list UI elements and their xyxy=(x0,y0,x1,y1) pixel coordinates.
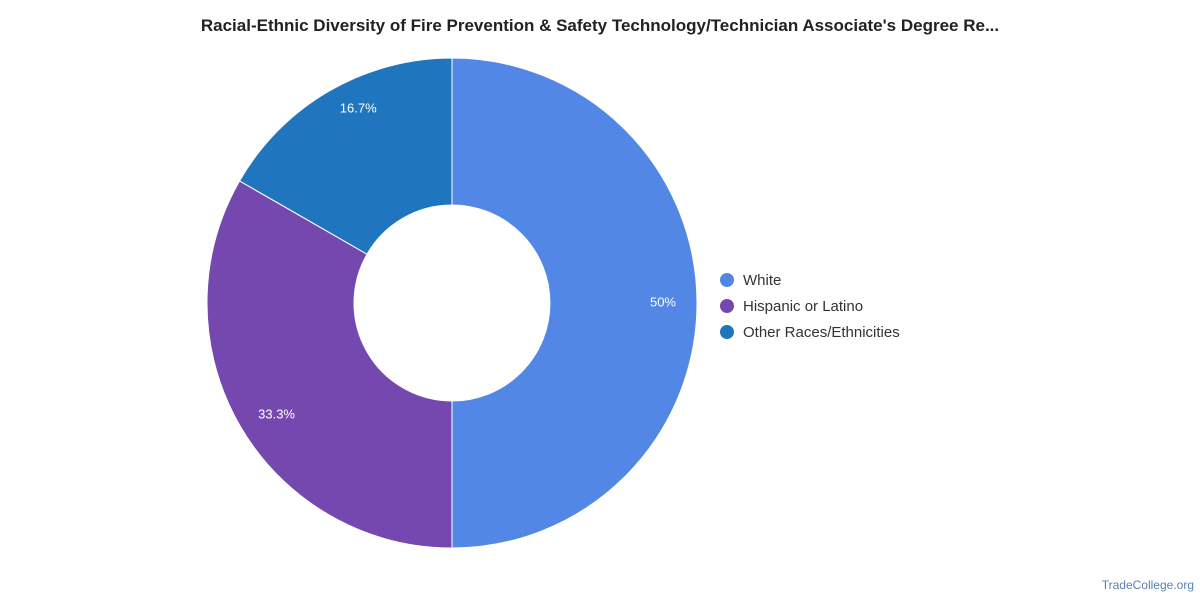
slice-value-label: 50% xyxy=(650,294,676,309)
donut-slice[interactable] xyxy=(206,180,453,549)
slice-value-label: 16.7% xyxy=(340,101,377,116)
legend-swatch-icon xyxy=(720,273,734,287)
legend-swatch-icon xyxy=(720,325,734,339)
legend-item[interactable]: White xyxy=(720,267,900,293)
legend-item[interactable]: Hispanic or Latino xyxy=(720,293,900,319)
legend-label: White xyxy=(743,271,782,289)
source-credit[interactable]: TradeCollege.org xyxy=(1101,578,1194,592)
chart-legend: White Hispanic or Latino Other Races/Ethni… xyxy=(720,267,900,345)
legend-swatch-icon xyxy=(720,299,734,313)
donut-slice[interactable] xyxy=(238,57,453,255)
legend-item[interactable]: Other Races/Ethnicities xyxy=(720,319,900,345)
donut-slice[interactable] xyxy=(451,57,698,549)
legend-label: Hispanic or Latino xyxy=(743,297,864,315)
slice-value-label: 33.3% xyxy=(258,407,295,422)
chart-title: Racial-Ethnic Diversity of Fire Preventi… xyxy=(200,16,1000,35)
legend-label: Other Races/Ethnicities xyxy=(743,323,900,341)
